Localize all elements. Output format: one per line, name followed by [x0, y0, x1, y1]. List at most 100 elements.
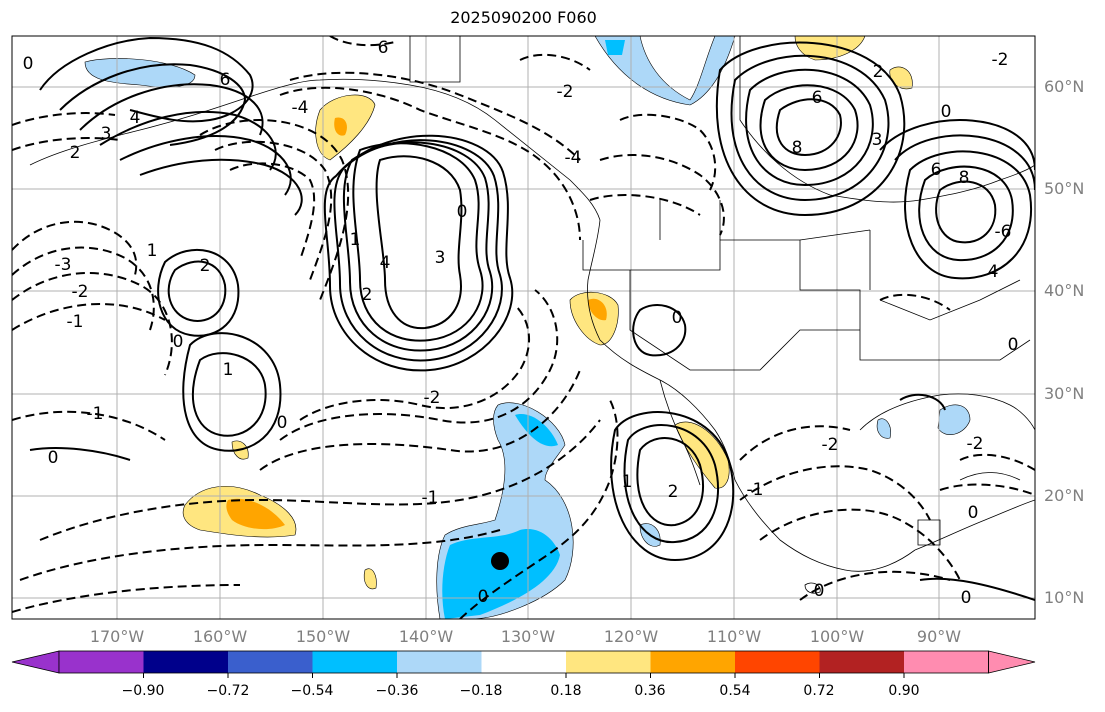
colorbar-segment: [566, 651, 651, 673]
contour-label: 1: [147, 241, 158, 261]
lat-label: 40°N: [1044, 281, 1085, 300]
colorbar-segment: [312, 651, 397, 673]
colorbar-tick-label: 0.36: [634, 683, 666, 699]
contour-label: -2: [992, 50, 1009, 70]
contour-label: 0: [48, 448, 59, 468]
contour-label: 6: [812, 88, 823, 108]
contour-label: -4: [565, 148, 582, 168]
contour-label: -6: [995, 222, 1012, 242]
negative-anomaly-region: [442, 529, 560, 619]
contour-label: 0: [478, 587, 489, 607]
contour-label: 2: [362, 285, 373, 305]
lon-label: 150°W: [295, 627, 351, 646]
lon-label: 140°W: [398, 627, 454, 646]
colorbar-tick-label: 0.90: [888, 683, 920, 699]
negative-anomaly-region: [84, 58, 196, 88]
contour-label: -2: [424, 388, 441, 408]
coastlines: [29, 36, 1035, 594]
colorbar-tick-label: −0.72: [206, 683, 250, 699]
contour-label: 1: [223, 360, 234, 380]
contour-label: 2: [200, 256, 211, 276]
contour-label: 4: [380, 253, 391, 273]
lat-label: 20°N: [1044, 486, 1085, 505]
lon-label: 90°W: [916, 627, 962, 646]
positive-anomaly-region: [588, 298, 607, 321]
contour-label: 0: [968, 503, 979, 523]
map-title: 2025090200 F060: [450, 8, 597, 27]
lon-label: 110°W: [706, 627, 762, 646]
contour-label: -1: [87, 404, 104, 424]
contour-label: 0: [672, 308, 683, 328]
colorbar-segment: [650, 651, 735, 673]
contour-label: 0: [1008, 335, 1019, 355]
contour-label: 2: [70, 143, 81, 163]
contour-label: 2: [873, 62, 884, 82]
colorbar: [11, 650, 1036, 678]
contour-label: 6: [931, 160, 942, 180]
contour-label: 1: [350, 230, 361, 250]
plot-frame: [11, 35, 1036, 620]
lat-label: 10°N: [1044, 588, 1085, 607]
contour-label: 0: [457, 202, 468, 222]
contour-label: -2: [822, 435, 839, 455]
contour-label: 0: [173, 332, 184, 352]
contour-label: -2: [557, 82, 574, 102]
colorbar-extend-low: [11, 650, 60, 674]
contour-label: 3: [872, 130, 883, 150]
contour-label: 8: [959, 168, 970, 188]
lon-label: 170°W: [89, 627, 145, 646]
lon-label: 120°W: [603, 627, 659, 646]
contour-label: 0: [277, 413, 288, 433]
contour-label: 6: [220, 70, 231, 90]
colorbar-tick-label: 0.18: [550, 683, 582, 699]
contour-label: 1: [622, 472, 633, 492]
contour-label: -1: [67, 312, 84, 332]
contour-label: -1: [747, 480, 764, 500]
contour-label: -2: [72, 282, 89, 302]
contour-label: 0: [941, 102, 952, 122]
positive-anomaly-region: [334, 117, 347, 136]
contour-label: 0: [814, 581, 825, 601]
contour-label: 3: [101, 124, 112, 144]
contour-label: 6: [378, 38, 389, 58]
colorbar-extend-high: [988, 650, 1036, 674]
contour-label: -2: [967, 434, 984, 454]
contour-label: -4: [292, 98, 309, 118]
lat-label: 50°N: [1044, 179, 1085, 198]
negative-anomaly-region: [605, 40, 625, 55]
contour-label: 8: [792, 138, 803, 158]
negative-anomaly-region: [937, 404, 971, 435]
colorbar-segment: [481, 651, 566, 673]
colorbar-segment: [397, 651, 482, 673]
colorbar-tick-label: 0.72: [803, 683, 835, 699]
contour-lines: [29, 36, 1035, 601]
colorbar-tick-label: −0.54: [290, 683, 334, 699]
colorbar-tick-label: −0.36: [375, 683, 419, 699]
contour-label: 4: [130, 108, 141, 128]
lon-label: 130°W: [500, 627, 556, 646]
lat-label: 60°N: [1044, 77, 1085, 96]
negative-anomaly-region: [876, 418, 891, 439]
colorbar-segment: [59, 651, 144, 673]
lon-label: 100°W: [809, 627, 865, 646]
positive-anomaly-region: [794, 36, 866, 61]
positive-anomaly-region: [569, 292, 619, 346]
lat-label: 30°N: [1044, 384, 1085, 403]
positive-anomaly-region: [363, 568, 377, 590]
location-marker: [491, 552, 509, 570]
contour-label: 3: [435, 248, 446, 268]
colorbar-segment: [819, 651, 904, 673]
colorbar-segment: [735, 651, 820, 673]
positive-anomaly-region: [226, 498, 285, 530]
colorbar-tick-label: −0.18: [459, 683, 503, 699]
contour-label: 4: [988, 262, 999, 282]
contour-label: -3: [55, 255, 72, 275]
gridlines: [12, 36, 1035, 619]
colorbar-segment: [228, 651, 313, 673]
colorbar-tick-label: 0.54: [719, 683, 751, 699]
colorbar-frame: [58, 650, 989, 674]
colorbar-segment: [904, 651, 989, 673]
positive-anomaly-region: [889, 66, 913, 90]
